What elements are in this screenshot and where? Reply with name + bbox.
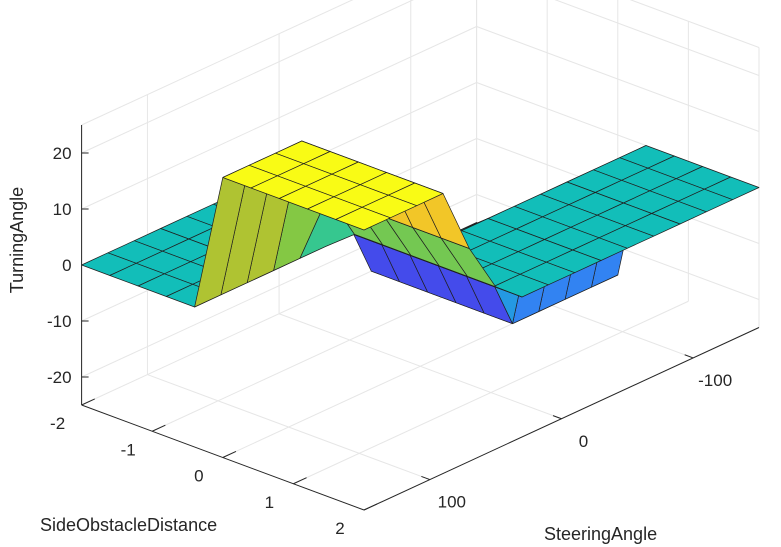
x-tick-label: -100	[698, 371, 732, 390]
y-tick-label: 2	[335, 519, 344, 538]
y-tick-mark	[223, 451, 236, 457]
z-tick-label: 0	[62, 256, 71, 275]
y-tick-label: -1	[121, 440, 136, 459]
y-tick-label: 1	[265, 493, 274, 512]
y-tick-mark	[82, 399, 95, 405]
y-tick-mark	[152, 425, 165, 431]
z-tick-label: -10	[47, 312, 72, 331]
x-tick-mark	[553, 416, 561, 419]
x-tick-label: 0	[579, 432, 588, 451]
x-tick-mark	[685, 355, 693, 358]
y-axis-label: SideObstacleDistance	[40, 515, 217, 535]
x-tick-mark	[421, 476, 429, 479]
z-tick-label: 20	[53, 144, 72, 163]
surface	[82, 141, 759, 324]
y-tick-label: 0	[194, 467, 203, 486]
z-tick-label: 10	[53, 200, 72, 219]
floor-gridline-y	[293, 301, 688, 483]
z-axis-label: TurningAngle	[7, 187, 27, 293]
z-tick-label: -20	[47, 368, 72, 387]
x-axis-label: SteeringAngle	[544, 524, 657, 544]
x-tick-label: 100	[438, 493, 466, 512]
y-tick-label: -2	[50, 414, 65, 433]
y-tick-mark	[293, 478, 306, 484]
